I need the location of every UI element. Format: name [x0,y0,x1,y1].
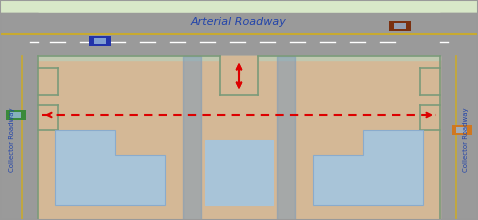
Bar [183,56,201,220]
Bar [452,125,472,135]
Bar [94,38,106,44]
Bar [38,56,440,220]
Bar [6,110,26,120]
Bar [115,130,165,155]
Text: Collector Roadway: Collector Roadway [9,108,15,172]
Bar [0,0,478,13]
Text: Collector Roadway: Collector Roadway [463,108,469,172]
Bar [89,36,111,46]
Bar [389,21,411,31]
Bar [205,140,273,205]
Bar [220,56,258,95]
Bar [55,130,165,205]
Bar [277,56,295,220]
Bar [0,13,38,220]
Bar [394,23,406,29]
Text: Arterial Roadway: Arterial Roadway [191,17,287,27]
Bar [0,13,478,56]
Bar [456,127,467,133]
Bar [38,56,440,60]
Polygon shape [55,130,165,205]
Bar [11,112,22,118]
Bar [440,13,478,220]
Polygon shape [313,130,423,205]
